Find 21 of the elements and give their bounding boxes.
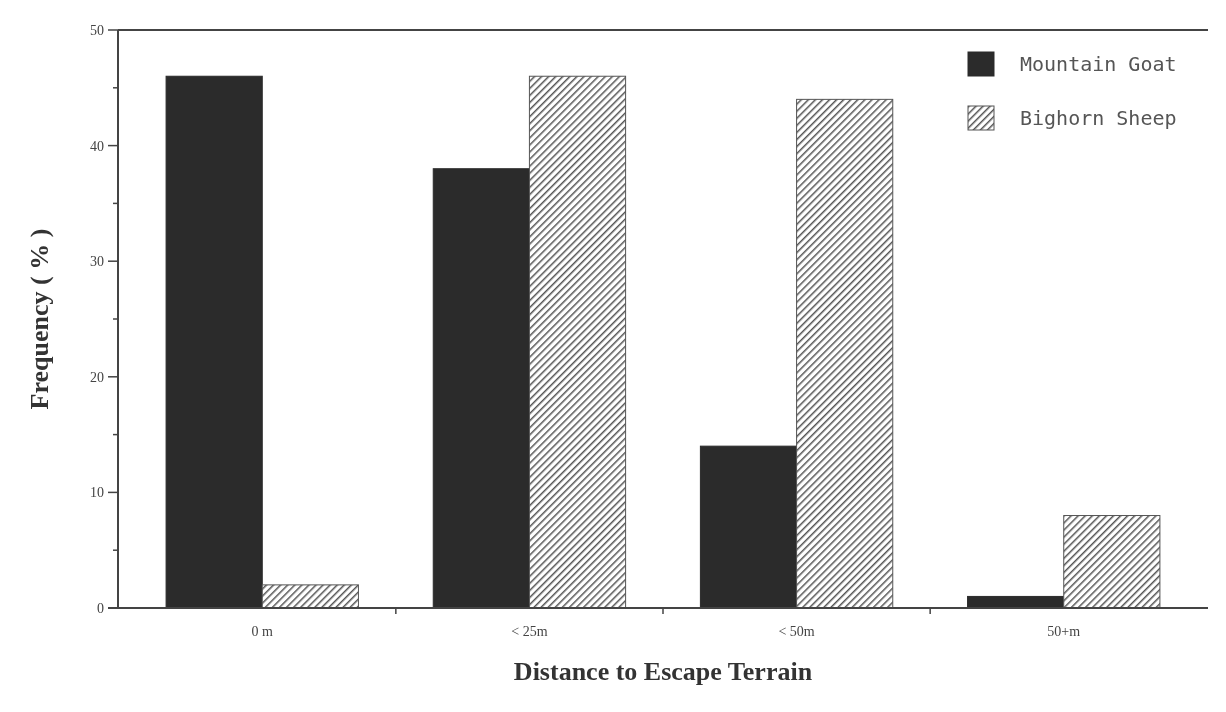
- y-tick-label: 10: [90, 485, 104, 501]
- x-tick-label: < 50m: [778, 624, 815, 639]
- bar: [796, 98, 894, 609]
- bar: [432, 168, 530, 609]
- x-tick-label: 50+m: [1047, 624, 1081, 639]
- legend-label: Bighorn Sheep: [1020, 106, 1177, 130]
- legend-label: Mountain Goat: [1020, 52, 1177, 76]
- y-tick-label: 50: [90, 22, 104, 38]
- bar: [261, 584, 359, 609]
- y-tick-label: 20: [90, 369, 104, 385]
- bar: [699, 445, 798, 609]
- bar: [165, 75, 263, 609]
- bar: [1063, 515, 1161, 609]
- x-tick-label: 0 m: [251, 624, 274, 639]
- y-tick-label: 0: [97, 600, 104, 616]
- y-axis-title: Frequency ( % ): [25, 228, 54, 410]
- bar: [528, 75, 627, 609]
- y-tick-label: 40: [90, 138, 104, 154]
- x-axis-title: Distance to Escape Terrain: [513, 657, 813, 686]
- x-tick-label: < 25m: [511, 624, 548, 639]
- y-tick-label: 30: [90, 254, 104, 270]
